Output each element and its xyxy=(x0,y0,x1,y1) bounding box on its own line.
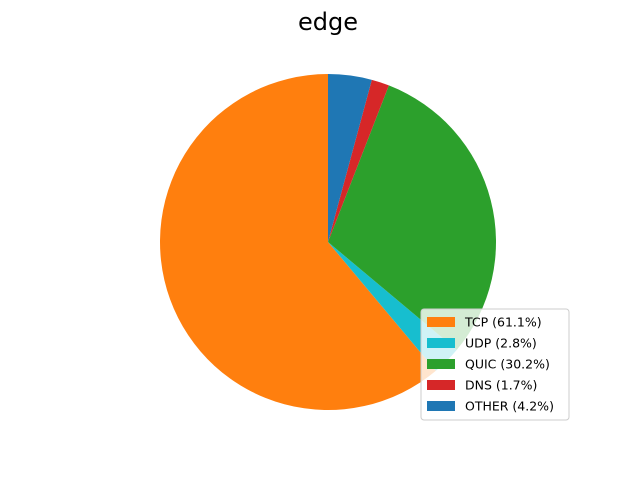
pie-slice-quic xyxy=(328,85,497,350)
legend-swatch-other xyxy=(427,401,455,411)
legend-swatch-tcp xyxy=(427,317,455,327)
legend-label-udp: UDP (2.8%) xyxy=(465,336,537,351)
legend-box xyxy=(420,308,570,421)
legend-label-quic: QUIC (30.2%) xyxy=(465,357,550,372)
legend-label-tcp: TCP (61.1%) xyxy=(464,315,542,330)
legend-swatch-dns xyxy=(427,380,455,390)
legend: TCP (61.1%) UDP (2.8%) QUIC (30.2%) DNS (1.… xyxy=(420,308,570,421)
legend-swatch-quic xyxy=(427,359,455,369)
chart-title: edge xyxy=(298,8,358,36)
legend-swatch-udp xyxy=(427,338,455,348)
legend-label-other: OTHER (4.2%) xyxy=(465,399,554,414)
legend-label-dns: DNS (1.7%) xyxy=(465,378,537,393)
pie-slice-tcp xyxy=(160,74,436,411)
pie-slice-dns xyxy=(328,79,389,242)
pie-slice-other xyxy=(328,74,372,242)
